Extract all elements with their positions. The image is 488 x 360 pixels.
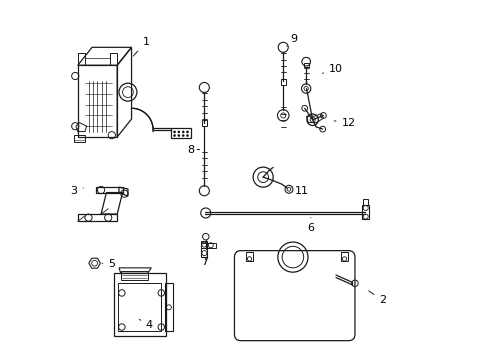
Bar xyxy=(171,128,190,138)
Text: 9: 9 xyxy=(286,34,297,46)
Circle shape xyxy=(178,131,180,133)
Circle shape xyxy=(186,134,188,136)
Text: 7: 7 xyxy=(201,257,207,267)
Text: 4: 4 xyxy=(139,319,153,330)
Text: 5: 5 xyxy=(102,259,115,269)
Circle shape xyxy=(178,134,180,136)
Circle shape xyxy=(182,131,184,133)
Bar xyxy=(118,283,161,331)
Text: 10: 10 xyxy=(322,64,342,74)
Text: 3: 3 xyxy=(70,186,83,196)
Circle shape xyxy=(182,134,184,136)
Text: 12: 12 xyxy=(333,118,355,128)
Text: 8: 8 xyxy=(187,144,199,154)
Bar xyxy=(121,271,147,280)
Bar xyxy=(303,63,308,67)
Bar xyxy=(202,120,206,126)
Bar xyxy=(362,199,367,205)
Bar xyxy=(74,135,85,142)
Circle shape xyxy=(173,131,175,133)
Bar xyxy=(341,252,347,261)
Text: 11: 11 xyxy=(291,186,308,196)
Bar xyxy=(280,78,285,85)
Circle shape xyxy=(186,131,188,133)
Bar xyxy=(113,273,165,336)
Text: 1: 1 xyxy=(133,37,149,56)
Text: 2: 2 xyxy=(368,291,386,305)
Bar xyxy=(164,283,172,331)
Bar xyxy=(246,252,252,261)
Text: 6: 6 xyxy=(307,218,314,233)
Circle shape xyxy=(173,134,175,136)
